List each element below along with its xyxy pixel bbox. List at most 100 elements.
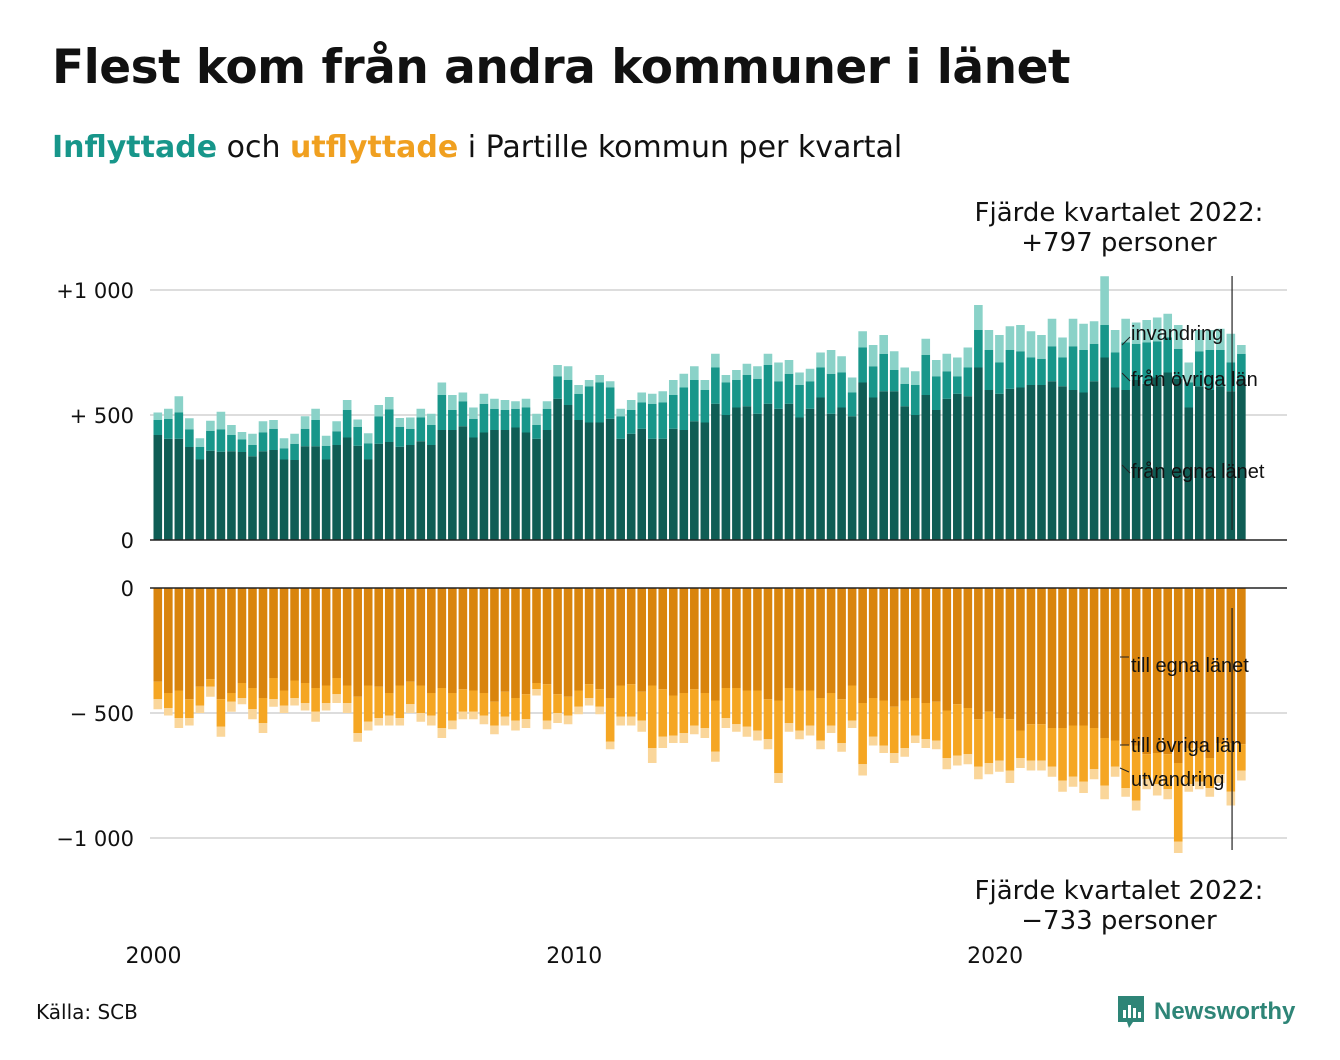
bar-bottom-0 [868,588,878,698]
bar-top-2 [395,418,405,427]
bar-top-0 [321,459,331,540]
bar-top-1 [889,370,899,392]
bar-bottom-2 [384,715,394,726]
bar-bottom-2 [605,741,615,750]
bar-bottom-2 [742,726,752,737]
bar-top-0 [521,432,531,540]
bar-top-1 [216,429,226,452]
bar-bottom-2 [900,748,910,757]
legend-top-label: från övriga län [1131,369,1258,391]
legend-top-leader [1121,336,1131,346]
bar-top-1 [984,350,994,390]
bar-top-2 [616,408,625,417]
bar-top-0 [995,393,1004,540]
bar-bottom-0 [826,588,836,693]
bar-bottom-2 [847,720,857,728]
bar-top-0 [889,391,899,540]
bar-bottom-0 [395,588,405,686]
bar-bottom-2 [332,694,341,703]
bar-top-2 [532,413,541,425]
bar-bottom-0 [500,588,510,692]
bar-bottom-1 [300,683,310,703]
bar-bottom-0 [227,588,236,693]
bar-top-1 [353,427,362,446]
bar-bottom-0 [1047,588,1057,728]
bar-bottom-1 [763,699,773,740]
bar-bottom-1 [753,690,762,731]
bar-bottom-1 [248,688,257,710]
bar-bottom-0 [164,588,173,693]
bar-top-2 [774,362,783,382]
bar-bottom-0 [1110,588,1120,741]
bar-top-2 [1079,323,1088,350]
bar-bottom-1 [847,685,857,721]
bar-bottom-0 [237,588,247,683]
bar-top-1 [311,420,320,447]
bar-bottom-0 [953,588,962,705]
bar-bottom-1 [153,681,163,700]
bar-bottom-0 [626,588,636,685]
bar-bottom-2 [711,751,720,762]
bar-bottom-1 [195,686,205,706]
bar-bottom-0 [458,588,468,690]
bar-bottom-1 [437,688,447,728]
bar-bottom-1 [974,719,983,767]
bar-bottom-2 [816,740,825,750]
bar-bottom-1 [416,685,426,713]
bar-top-0 [826,413,836,540]
bar-top-0 [1037,385,1046,540]
x-tick-label: 2000 [126,944,182,969]
bar-bottom-1 [1216,743,1225,775]
bar-bottom-0 [185,588,194,700]
bar-bottom-0 [995,588,1004,718]
bar-bottom-1 [995,718,1004,761]
bar-top-1 [1068,346,1078,390]
bar-bottom-2 [416,713,426,722]
newsworthy-logo: Newsworthy [1116,994,1295,1030]
bar-top-0 [868,397,878,540]
bar-bottom-1 [1016,730,1025,758]
bar-bottom-0 [542,588,552,685]
bar-bottom-1 [1237,744,1246,771]
bar-bottom-1 [521,694,531,720]
bar-top-0 [185,447,194,540]
bar-bottom-1 [795,690,804,731]
bar-bottom-1 [1037,724,1046,761]
bar-top-2 [1184,362,1194,383]
bar-top-2 [1110,330,1120,353]
bar-top-2 [174,396,184,413]
bar-bottom-1 [1184,748,1194,785]
bar-bottom-1 [711,700,720,752]
bar-bottom-2 [858,764,867,776]
bar-top-2 [490,398,499,409]
bar-top-1 [721,382,731,415]
bar-top-2 [942,353,952,372]
bar-top-0 [269,450,278,540]
bar-bottom-1 [511,698,520,721]
bar-bottom-1 [1089,728,1099,770]
bar-bottom-2 [1205,788,1215,797]
chart-subtitle: Inflyttade och utflyttade i Partille kom… [52,130,902,165]
bar-top-2 [437,382,447,395]
bar-top-0 [647,438,657,540]
bar-bottom-2 [721,718,731,728]
bar-top-2 [1237,345,1246,354]
bar-bottom-0 [605,588,615,698]
bar-top-2 [290,433,299,444]
bar-bottom-0 [300,588,310,683]
bar-bottom-2 [1142,779,1151,790]
bar-top-1 [921,355,931,395]
bar-top-2 [595,375,604,383]
bar-bottom-1 [700,693,710,728]
bar-bottom-1 [185,699,194,718]
bar-bottom-1 [1152,753,1162,785]
bar-top-1 [995,362,1004,394]
newsworthy-logo-text: Newsworthy [1154,998,1296,1025]
bar-bottom-2 [1184,784,1194,792]
bar-bottom-1 [637,691,647,721]
bar-bottom-0 [279,588,289,691]
bar-bottom-1 [1142,754,1151,780]
bar-top-1 [795,385,804,418]
bar-top-0 [1194,386,1204,540]
